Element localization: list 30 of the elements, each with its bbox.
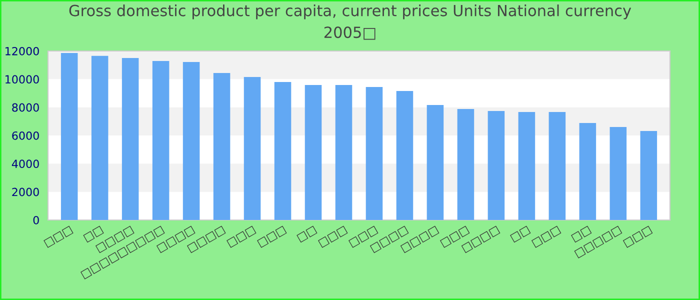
bar bbox=[610, 127, 627, 220]
bar bbox=[91, 56, 108, 220]
y-tick-label: 2000 bbox=[12, 188, 39, 196]
bar bbox=[426, 104, 444, 220]
y-tick-label: 6000 bbox=[12, 131, 39, 140]
bar bbox=[366, 87, 383, 220]
y-tick-label: 8000 bbox=[12, 103, 39, 112]
bar bbox=[640, 130, 658, 220]
bar bbox=[213, 72, 230, 220]
bar bbox=[488, 110, 505, 220]
bar bbox=[182, 62, 200, 220]
x-tick-label: □□ bbox=[510, 226, 531, 243]
bar bbox=[518, 112, 536, 220]
bar bbox=[579, 122, 596, 220]
bar bbox=[274, 82, 292, 220]
y-tick-label: 4000 bbox=[12, 160, 39, 168]
chart-title: Gross domestic product per capita, current prices Units National currency 2005□ bbox=[69, 4, 632, 40]
x-tick-label: □□ bbox=[296, 226, 318, 243]
bar bbox=[457, 109, 474, 220]
y-tick-label: 12000 bbox=[6, 46, 39, 56]
bar bbox=[60, 52, 78, 220]
bar bbox=[152, 61, 170, 220]
bar bbox=[396, 90, 414, 220]
bar bbox=[304, 84, 322, 220]
bar bbox=[122, 58, 139, 220]
bar bbox=[548, 112, 566, 220]
y-tick-label: 0 bbox=[33, 216, 39, 224]
bar bbox=[335, 84, 352, 220]
bar bbox=[244, 77, 261, 220]
y-tick-label: 10000 bbox=[6, 75, 39, 84]
